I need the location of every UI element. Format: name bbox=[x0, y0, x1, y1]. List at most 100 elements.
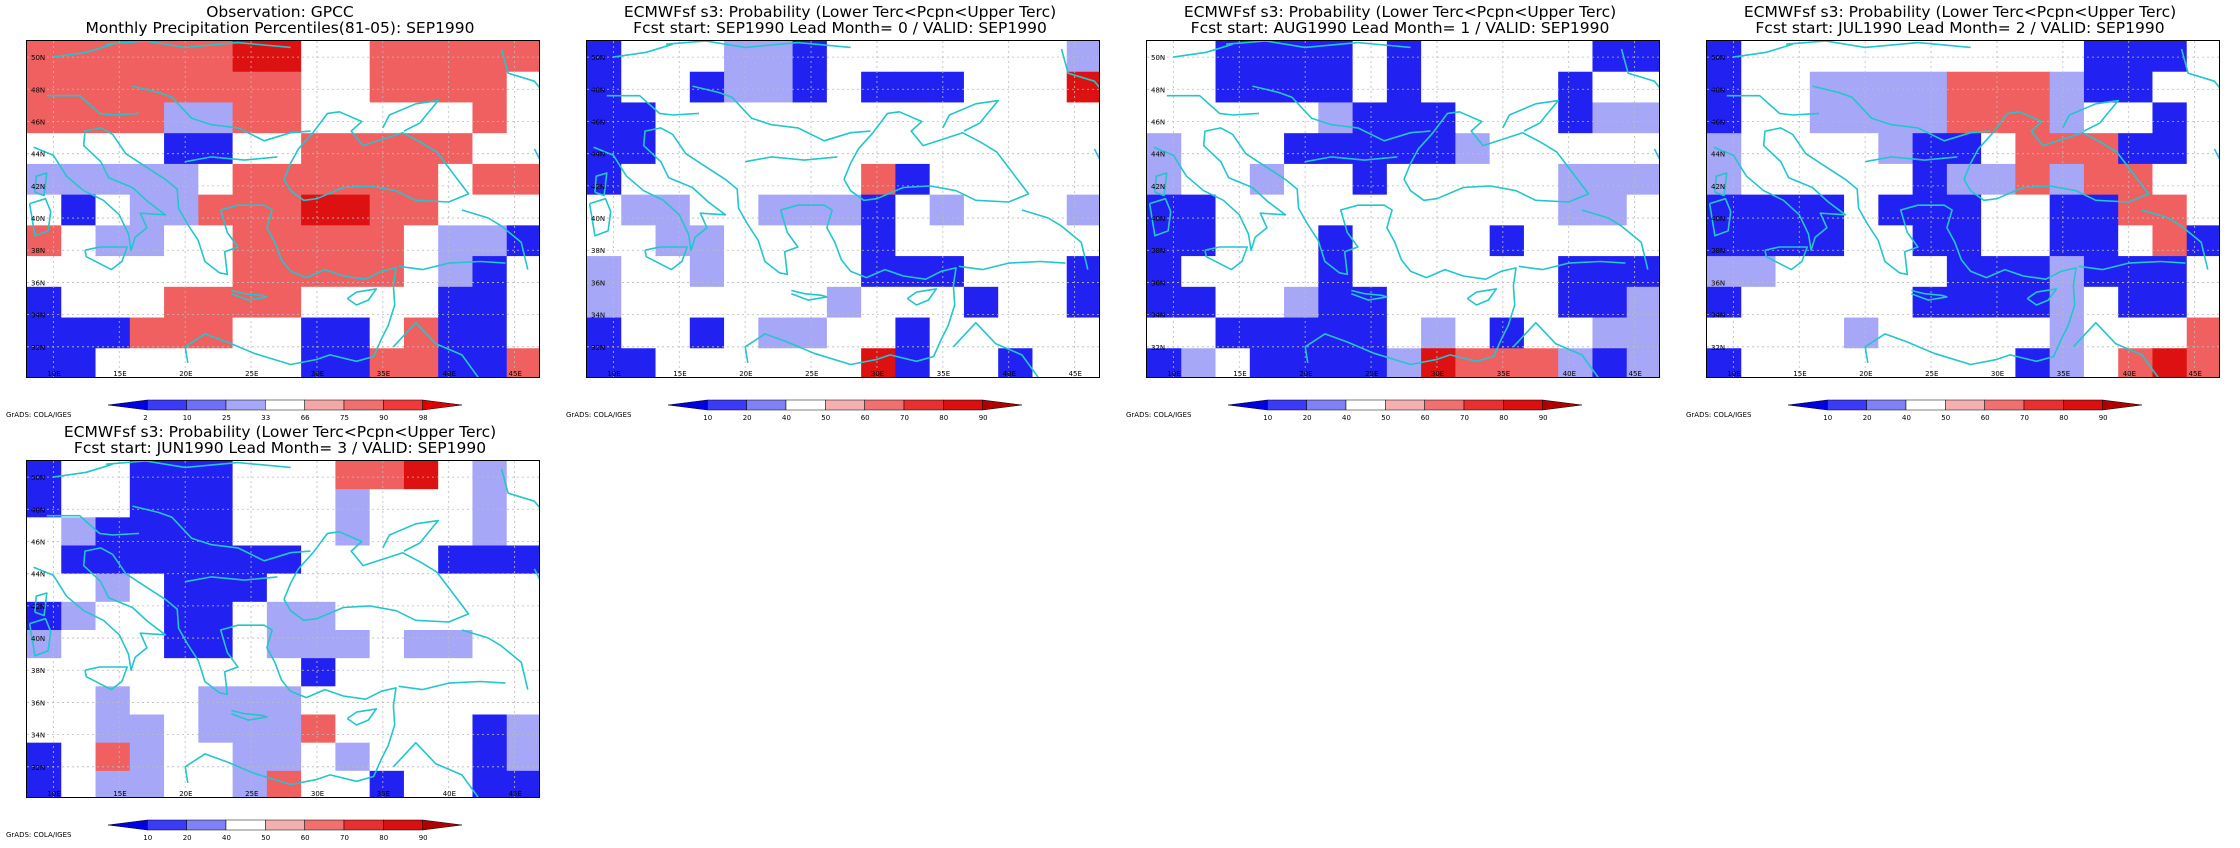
grid-cell bbox=[1421, 71, 1456, 104]
lat-tick-label: 42N bbox=[1151, 183, 1165, 191]
lon-tick-label: 30E bbox=[871, 370, 884, 378]
colorbar-swatch bbox=[265, 399, 305, 411]
grid-cell bbox=[1981, 163, 2016, 196]
grid-cell bbox=[266, 489, 302, 518]
grid-cell bbox=[1147, 348, 1182, 377]
axis-labels: 50N 48N 46N 44N 42N 40N 38N 36N 34N 32N 30N10E 15E 2… bbox=[31, 474, 522, 797]
grid-cell bbox=[1946, 286, 1982, 319]
grid-cell bbox=[689, 225, 725, 257]
colorbar-label: 60 bbox=[301, 834, 310, 842]
grid-cell bbox=[1592, 163, 1628, 196]
grid-cell bbox=[438, 770, 474, 797]
colorbar-swatch bbox=[746, 399, 787, 411]
colorbar-label: 40 bbox=[1902, 414, 1911, 422]
grid-cell bbox=[2015, 225, 2051, 257]
lat-tick-label: 48N bbox=[1711, 86, 1725, 94]
grid-cell bbox=[1352, 41, 1388, 73]
grid-cell bbox=[587, 71, 622, 104]
grid-cell bbox=[1032, 102, 1068, 134]
lat-tick-label: 50N bbox=[1151, 54, 1165, 62]
grid-cell bbox=[403, 770, 439, 797]
grid-cell bbox=[369, 489, 405, 518]
grid-cell bbox=[335, 71, 371, 104]
coastline bbox=[28, 197, 52, 237]
grid-cell bbox=[861, 102, 896, 134]
colorbar-label: 10 bbox=[1263, 414, 1272, 422]
grid-cell bbox=[1249, 317, 1285, 349]
grid-cell bbox=[861, 163, 896, 196]
lon-tick-label: 45E bbox=[1069, 370, 1082, 378]
coastline bbox=[46, 514, 140, 536]
grid-cell bbox=[61, 133, 97, 165]
grid-cell bbox=[1981, 286, 2016, 319]
grid-cell bbox=[1592, 225, 1628, 257]
lat-tick-label: 38N bbox=[1711, 247, 1725, 255]
grid-cell bbox=[403, 317, 439, 349]
grid-cell bbox=[1592, 348, 1628, 377]
grid-cell bbox=[369, 225, 405, 257]
map-lead3: 50N 48N 46N 44N 42N 40N 38N 36N 34N 32N 30N10E 15E 2… bbox=[26, 460, 540, 798]
coastline bbox=[231, 289, 268, 301]
lat-tick-label: 32N bbox=[591, 344, 605, 352]
grid-cell bbox=[861, 41, 896, 73]
grid-cell bbox=[335, 194, 371, 226]
grid-cell bbox=[1741, 225, 1777, 257]
lat-tick-label: 40N bbox=[1711, 215, 1725, 223]
grid-cell bbox=[1844, 194, 1879, 226]
grid-cell bbox=[655, 317, 691, 349]
grid-cell bbox=[1741, 194, 1777, 226]
grid-cell bbox=[198, 286, 234, 319]
grid-cell bbox=[164, 461, 199, 490]
grid-cell bbox=[1809, 41, 1845, 73]
grid-cell bbox=[129, 489, 165, 518]
grid-cell bbox=[621, 348, 657, 377]
grid-cell bbox=[1912, 71, 1948, 104]
grid-cell bbox=[724, 41, 759, 73]
coastlines bbox=[588, 41, 1099, 377]
graticule bbox=[27, 461, 539, 797]
grid-cell bbox=[792, 71, 828, 104]
grid-cell bbox=[861, 225, 896, 257]
grid-cell bbox=[963, 41, 999, 73]
grid-cell bbox=[2118, 133, 2154, 165]
lon-tick-label: 35E bbox=[937, 370, 950, 378]
grid-cell bbox=[198, 102, 234, 134]
grid-cell bbox=[792, 163, 828, 196]
grid-cell bbox=[95, 41, 131, 73]
coastline bbox=[392, 321, 479, 377]
grid-cell bbox=[438, 41, 474, 73]
grid-cell bbox=[1741, 163, 1777, 196]
colorbar-label: 20 bbox=[1303, 414, 1312, 422]
grid-cell bbox=[1878, 317, 1914, 349]
grid-cell bbox=[369, 545, 405, 575]
grid-cell bbox=[95, 601, 131, 631]
grid-cell bbox=[61, 286, 97, 319]
grid-cell bbox=[2083, 286, 2119, 319]
lat-tick-label: 50N bbox=[31, 54, 45, 62]
axis-labels: 50N 48N 46N 44N 42N 40N 38N 36N 34N 32N 30N10E 15E 2… bbox=[1151, 54, 1642, 378]
colorbar-label: 80 bbox=[939, 414, 948, 422]
colorbar-swatch bbox=[1306, 399, 1347, 411]
grid-cells bbox=[1147, 41, 1659, 377]
grid-cell bbox=[164, 163, 199, 196]
grid-cell bbox=[1844, 41, 1879, 73]
grid-cell bbox=[724, 286, 759, 319]
coastline bbox=[34, 592, 48, 617]
coastline bbox=[2026, 288, 2058, 306]
colorbar-label: 90 bbox=[419, 834, 428, 842]
panel-lead0: ECMWFsf s3: Probability (Lower Terc<Pcpn… bbox=[560, 0, 1120, 422]
grid-cell bbox=[369, 317, 405, 349]
colorbar-label: 50 bbox=[1381, 414, 1390, 422]
grid-cell bbox=[1147, 102, 1182, 134]
grid-cell bbox=[2083, 163, 2119, 196]
grid-cell bbox=[1249, 41, 1285, 73]
coastline bbox=[958, 260, 1066, 271]
grid-cell bbox=[1318, 286, 1354, 319]
lon-tick-label: 10E bbox=[1167, 370, 1180, 378]
grid-cell bbox=[1844, 348, 1879, 377]
grid-cell bbox=[1626, 286, 1659, 319]
grid-cell bbox=[724, 317, 759, 349]
coastline bbox=[1204, 246, 1248, 271]
grid-cell bbox=[1455, 225, 1491, 257]
grid-cell bbox=[335, 630, 371, 659]
